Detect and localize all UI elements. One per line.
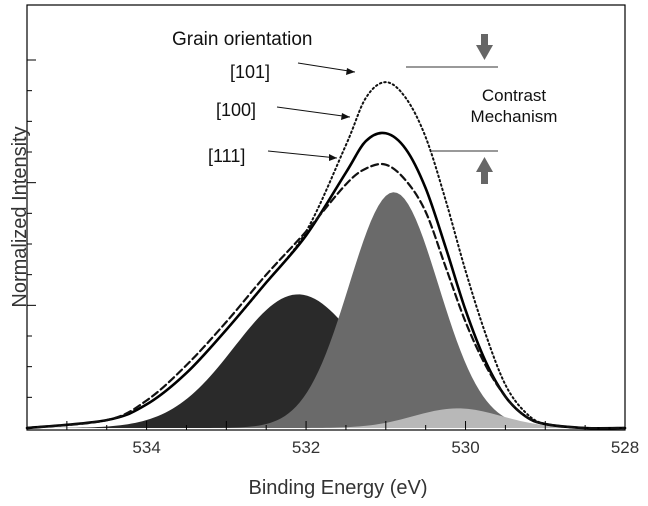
series-label-111: [111] <box>208 146 245 166</box>
series-line-3 <box>25 162 627 430</box>
x-tick-label-530: 530 <box>451 438 479 457</box>
ticks-layer: 534 532 530 528 <box>27 59 639 457</box>
contrast-up-arrow-head <box>476 157 493 172</box>
series-arrows <box>267 62 356 161</box>
contrast-down-arrow-shaft <box>481 34 488 47</box>
arrowhead-111 <box>329 154 337 161</box>
legend-title: Grain orientation <box>172 29 312 50</box>
x-tick-label-534: 534 <box>132 438 160 457</box>
peak-fill-3 <box>27 408 625 428</box>
contrast-down-arrow-head <box>476 45 493 60</box>
spectra-layer <box>25 81 627 430</box>
arrow-101 <box>297 62 356 73</box>
contrast-label-line1: Contrast <box>482 86 547 105</box>
peak-components-layer <box>27 192 625 428</box>
y-axis-title: Normalized Intensity <box>9 126 31 307</box>
peak-fill-2 <box>27 192 625 428</box>
plot-frame <box>26 4 626 431</box>
contrast-markers: Contrast Mechanism <box>406 34 557 184</box>
series-label-100: [100] <box>216 100 256 120</box>
x-axis-title: Binding Energy (eV) <box>249 477 428 499</box>
arrow-100 <box>276 106 351 118</box>
series-label-101: [101] <box>230 62 270 82</box>
arrowhead-100 <box>341 113 350 120</box>
x-tick-label-532: 532 <box>292 438 320 457</box>
contrast-label-line2: Mechanism <box>471 107 558 126</box>
arrow-111 <box>267 150 338 159</box>
arrowhead-101 <box>346 68 355 75</box>
contrast-up-arrow-shaft <box>481 170 488 184</box>
x-tick-label-528: 528 <box>611 438 639 457</box>
axes-layer <box>26 4 626 431</box>
